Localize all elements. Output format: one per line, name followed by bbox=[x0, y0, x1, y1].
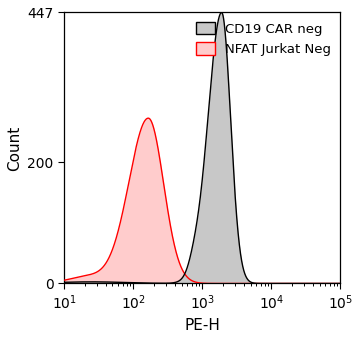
Y-axis label: Count: Count bbox=[7, 125, 22, 171]
X-axis label: PE-H: PE-H bbox=[184, 318, 220, 333]
Legend: CD19 CAR neg, NFAT Jurkat Neg: CD19 CAR neg, NFAT Jurkat Neg bbox=[191, 16, 337, 61]
